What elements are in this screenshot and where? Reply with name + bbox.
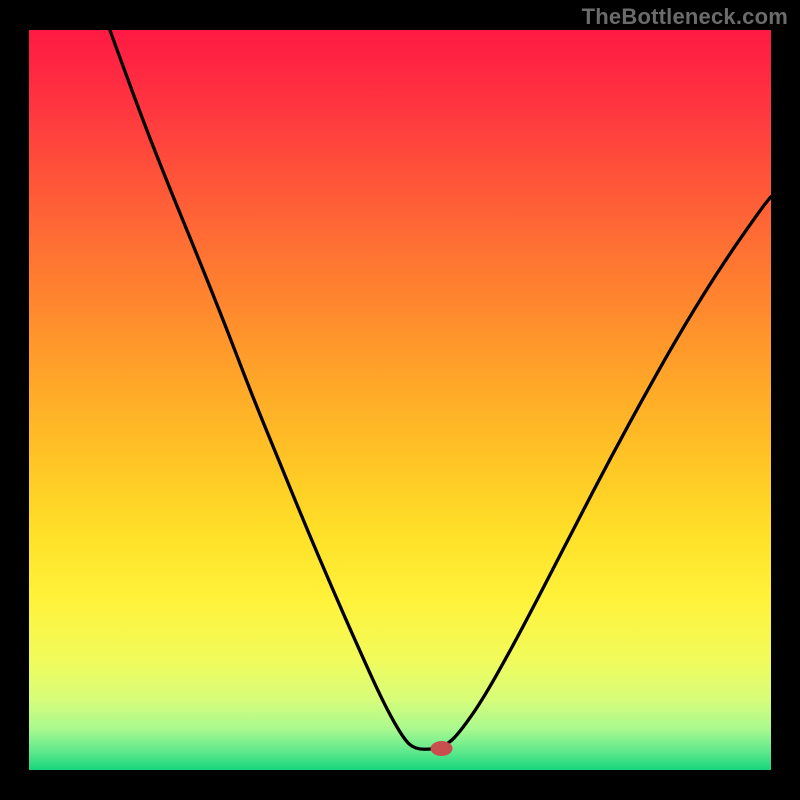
bottleneck-plot — [0, 0, 800, 800]
optimal-point-marker — [431, 741, 453, 756]
watermark-text: TheBottleneck.com — [582, 4, 788, 30]
chart-frame: TheBottleneck.com — [0, 0, 800, 800]
plot-gradient-bg — [29, 30, 771, 770]
